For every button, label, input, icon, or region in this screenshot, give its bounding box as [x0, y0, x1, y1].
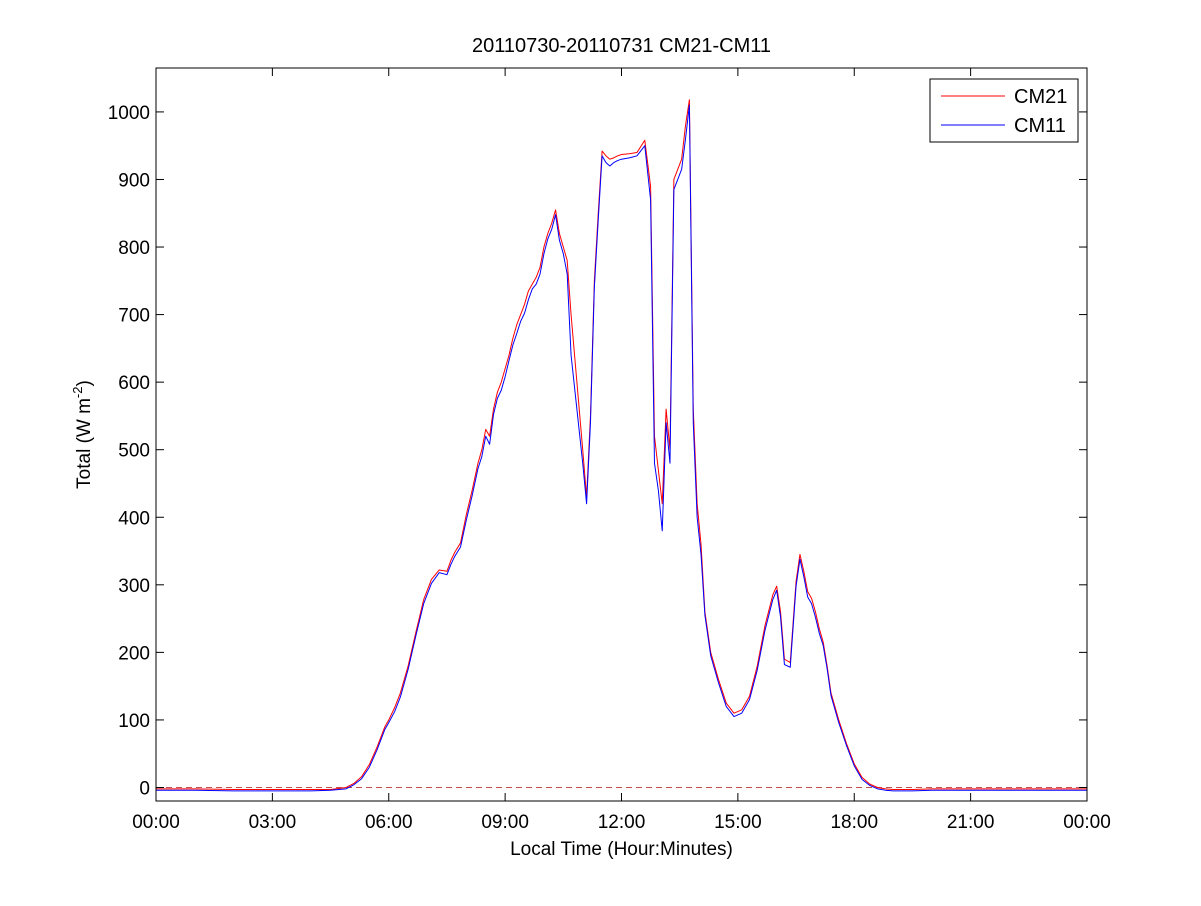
y-tick-label: 900 [118, 170, 150, 191]
y-tick-label: 500 [118, 441, 150, 462]
x-tick-labels: 00:00 03:00 06:00 09:00 12:00 15:00 18:00 21:00… [132, 812, 1111, 833]
y-tick-label: 100 [118, 711, 150, 732]
series-line-cm21 [156, 99, 1087, 791]
series-line-cm11 [156, 104, 1087, 792]
tick-marks [155, 68, 1088, 801]
y-tick-label: 800 [118, 238, 150, 259]
x-tick-label: 09:00 [481, 812, 529, 833]
x-tick-label: 00:00 [132, 812, 180, 833]
x-tick-label: 06:00 [365, 812, 413, 833]
x-axis-label: Local Time (Hour:Minutes) [510, 839, 733, 860]
x-tick-label: 00:00 [1063, 812, 1111, 833]
y-tick-label: 200 [118, 643, 150, 664]
x-tick-label: 15:00 [714, 812, 762, 833]
legend-box [929, 78, 1079, 143]
x-tick-label: 03:00 [249, 812, 297, 833]
x-tick-label: 12:00 [598, 812, 646, 833]
y-tick-label: 300 [118, 576, 150, 597]
y-axis-label-close: ) [74, 380, 95, 386]
y-tick-label: 0 [139, 778, 150, 799]
y-tick-labels: 0 100 200 300 400 500 600 700 800 900 1000 [108, 103, 150, 800]
y-tick-label: 1000 [108, 103, 150, 124]
legend-label-cm21: CM21 [1014, 86, 1067, 108]
y-tick-label: 400 [118, 508, 150, 529]
plot-area [156, 68, 1087, 801]
y-axis-label-exponent: -2 [70, 386, 85, 398]
series-layer [156, 99, 1087, 792]
x-tick-label: 18:00 [830, 812, 878, 833]
y-axis-label: Total (W m-2) [70, 380, 95, 489]
y-axis-label-main: Total (W m [74, 398, 95, 489]
chart-title: 20110730-20110731 CM21-CM11 [472, 35, 771, 57]
x-tick-label: 21:00 [947, 812, 995, 833]
legend-label-cm11: CM11 [1014, 115, 1066, 137]
y-tick-label: 700 [118, 306, 150, 327]
legend: CM21 CM11 [929, 78, 1079, 143]
y-tick-label: 600 [118, 373, 150, 394]
